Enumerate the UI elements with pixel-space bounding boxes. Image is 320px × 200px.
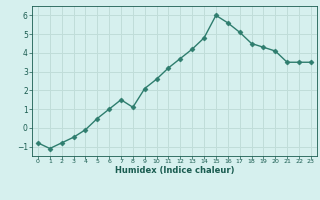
X-axis label: Humidex (Indice chaleur): Humidex (Indice chaleur) [115, 166, 234, 175]
